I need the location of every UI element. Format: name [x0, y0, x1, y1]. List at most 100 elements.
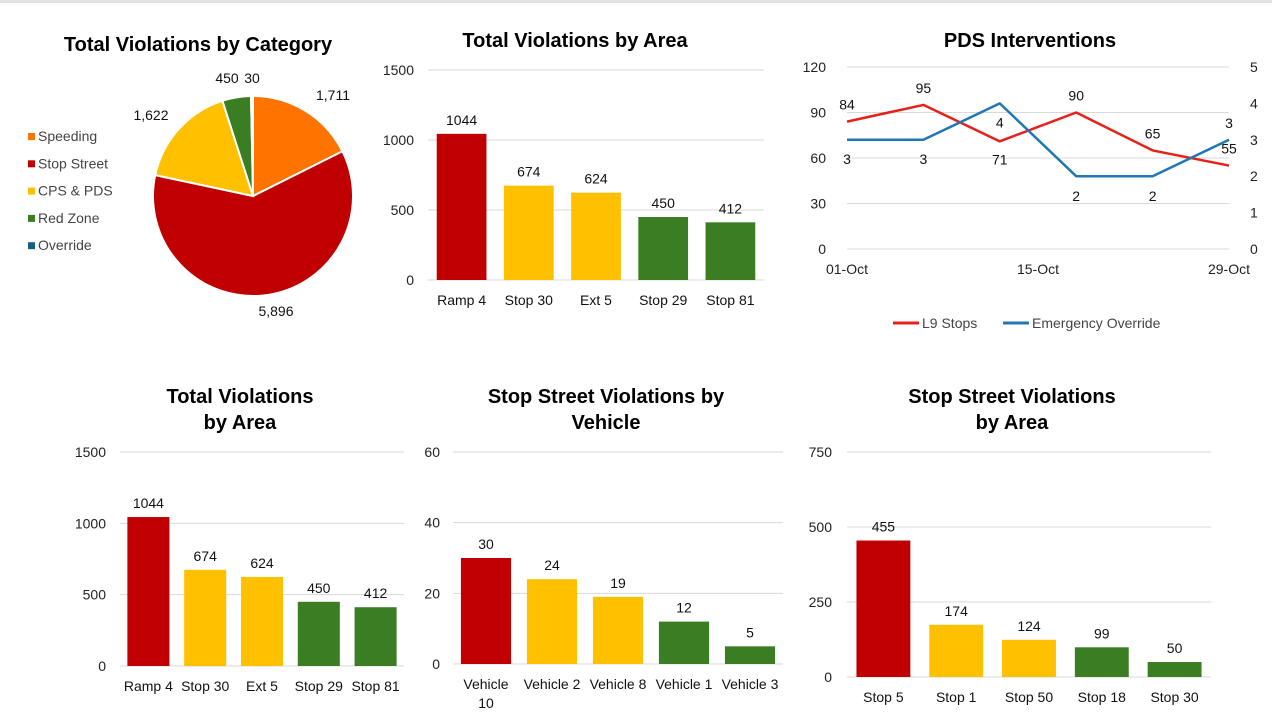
y-tick-label: 0: [824, 669, 832, 685]
bar-value-label: 624: [250, 555, 274, 571]
y-left-tick-label: 30: [810, 196, 826, 212]
bar: [436, 133, 487, 280]
pie-value-label: 1,622: [133, 107, 168, 123]
x-category-label: Stop 18: [1078, 689, 1126, 705]
bar-value-label: 99: [1094, 625, 1110, 641]
x-category-label: Stop 29: [639, 292, 687, 308]
bar-chart-3: Total Violations by Area 1500 1000 500 0 1044 R…: [75, 386, 404, 694]
point-value-label: 3: [843, 151, 851, 167]
legend-entry: Stop Street: [38, 155, 108, 171]
y-right-tick-label: 0: [1250, 241, 1258, 257]
chart-title: Total Violations by Category: [64, 34, 333, 56]
legend-swatch: [28, 160, 35, 168]
bar: [127, 517, 170, 666]
y-tick-label: 20: [424, 585, 440, 601]
chart-title: Stop Street Violations: [908, 386, 1115, 408]
bar: [592, 596, 644, 664]
y-tick-label: 750: [809, 444, 833, 460]
legend-entry: Red Zone: [38, 210, 100, 226]
y-tick-label: 500: [83, 587, 107, 603]
bar: [929, 624, 984, 677]
bar-value-label: 12: [676, 600, 692, 616]
pie-value-label: 30: [244, 70, 260, 86]
y-right-tick-label: 3: [1250, 132, 1258, 148]
legend-entry: L9 Stops: [922, 315, 977, 331]
point-value-label: 2: [1072, 188, 1080, 204]
chart-title: Total Violations: [166, 386, 313, 408]
x-category-label: Ext 5: [580, 292, 612, 308]
y-tick-label: 500: [809, 519, 833, 535]
chart-title: Vehicle: [572, 412, 641, 434]
pie-value-label: 5,896: [258, 303, 293, 319]
x-category-label: Vehicle 3: [722, 676, 779, 692]
bar-value-label: 450: [652, 195, 676, 211]
bar-value-label: 19: [610, 575, 626, 591]
y-left-tick-label: 90: [810, 105, 826, 121]
legend-entry: Override: [38, 237, 92, 253]
x-tick-label: 15-Oct: [1017, 261, 1059, 277]
legend-entry: CPS & PDS: [38, 183, 113, 199]
y-tick-label: 1500: [75, 444, 106, 460]
bar-value-label: 412: [719, 200, 743, 216]
legend-swatch: [28, 214, 35, 222]
pie-value-label: 1,711: [316, 87, 350, 103]
bar-value-label: 50: [1167, 640, 1183, 656]
bar-value-label: 24: [544, 557, 560, 573]
y-right-tick-label: 1: [1250, 205, 1258, 221]
x-category-label: Stop 81: [351, 678, 399, 694]
y-tick-label: 500: [391, 202, 415, 218]
x-category-label: Vehicle 1: [656, 676, 713, 692]
bar-value-label: 30: [478, 536, 494, 552]
bar-value-label: 1044: [446, 112, 477, 128]
bar: [1002, 639, 1056, 677]
x-tick-label: 01-Oct: [826, 261, 868, 277]
bar-value-label: 450: [307, 580, 331, 596]
bar-value-label: 5: [746, 624, 754, 640]
chart-title: by Area: [976, 412, 1050, 434]
point-value-label: 71: [992, 151, 1008, 167]
x-category-label: Stop 29: [295, 678, 343, 694]
bar: [724, 646, 776, 664]
chart-title: Stop Street Violations by: [488, 386, 725, 408]
legend-swatch: [28, 187, 35, 195]
bar: [354, 607, 397, 666]
bar: [1147, 662, 1202, 677]
chart-title: Total Violations by Area: [462, 30, 688, 52]
pie-chart-by-category: Total Violations by Category 1,711 5,896 1,…: [28, 34, 354, 319]
y-tick-label: 40: [424, 515, 440, 531]
x-category-label: Stop 30: [1150, 689, 1198, 705]
bar-value-label: 455: [872, 519, 896, 535]
bar: [526, 579, 578, 664]
bar: [1074, 647, 1129, 677]
point-value-label: 65: [1145, 125, 1161, 141]
bar-value-label: 174: [945, 603, 969, 619]
bar-chart-4: Stop Street Violations by Vehicle 60 40 20 0 3…: [424, 386, 783, 711]
window-top-border: [0, 0, 1272, 3]
pie-slice-stop-street: [152, 149, 354, 297]
point-value-label: 4: [996, 114, 1004, 130]
bar: [240, 576, 284, 666]
x-tick-label: 29-Oct: [1208, 261, 1250, 277]
x-category-label: Stop 30: [181, 678, 229, 694]
bar: [705, 222, 756, 280]
x-category-label: Stop 81: [706, 292, 754, 308]
y-left-tick-label: 120: [803, 59, 827, 75]
bar-chart-5: Stop Street Violations by Area 750 500 250 0 4…: [809, 386, 1211, 705]
x-category-label: Ramp 4: [437, 292, 486, 308]
y-right-tick-label: 4: [1250, 95, 1258, 111]
y-left-tick-label: 60: [810, 150, 826, 166]
chart-title: PDS Interventions: [944, 30, 1116, 52]
bar: [460, 558, 512, 664]
y-tick-label: 0: [432, 656, 440, 672]
bar-value-label: 624: [584, 171, 608, 187]
x-category-label: Vehicle 8: [590, 676, 647, 692]
bar: [638, 217, 689, 280]
point-value-label: 55: [1221, 141, 1237, 157]
bar: [658, 621, 710, 664]
point-value-label: 3: [1225, 115, 1233, 131]
y-tick-label: 1000: [75, 515, 106, 531]
y-tick-label: 60: [424, 444, 440, 460]
pie-value-label: 450: [215, 70, 239, 86]
pie-slice-override: [250, 94, 254, 197]
